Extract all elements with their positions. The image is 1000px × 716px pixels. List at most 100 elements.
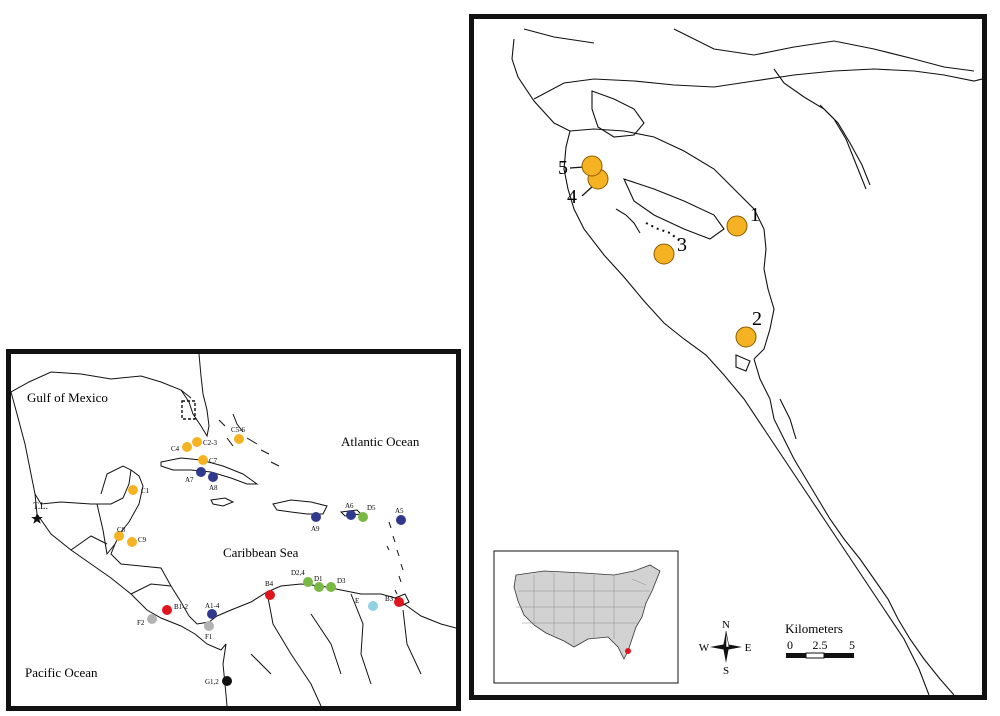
bay-island-north	[591, 90, 645, 138]
site-label-b4: B4	[265, 580, 274, 588]
site-label-a8: A8	[209, 484, 218, 492]
scale-tick-0: 0	[787, 638, 793, 652]
detail-map-panel: 1 2 3 4 5 N S E W Kilometers 0 2.5 5	[469, 14, 987, 700]
detail-site-marker-5	[581, 155, 603, 177]
site-label-d3: D3	[337, 577, 346, 585]
scale-title: Kilometers	[785, 621, 843, 636]
site-label-c1: C1	[141, 487, 150, 495]
site-label-c9: C9	[138, 536, 147, 544]
florida-coast	[180, 354, 210, 438]
south-islet	[735, 354, 751, 372]
detail-site-label-1: 1	[750, 204, 760, 226]
site-marker-b4	[265, 590, 275, 600]
south-america-north-coast	[216, 583, 456, 629]
detail-map: 1 2 3 4 5 N S E W Kilometers 0 2.5 5	[493, 28, 982, 695]
lesser-antilles	[386, 521, 404, 595]
intracoastal-channel	[779, 398, 797, 440]
detail-site-label-2: 2	[752, 308, 762, 330]
site-label-c2-3: C2-3	[203, 439, 218, 447]
southern-mainland-shore	[753, 358, 955, 695]
regional-map: Gulf of Mexico Atlantic Ocean Caribbean …	[11, 354, 456, 706]
detail-coastlines	[511, 28, 982, 695]
site-label-b3: B3	[385, 595, 394, 603]
compass-n: N	[722, 619, 730, 631]
site-marker-a1-4	[207, 609, 217, 619]
site-marker-c4	[182, 442, 192, 452]
compass-w: W	[699, 642, 710, 654]
northern-mainland-shore	[533, 68, 982, 100]
site-marker-f1	[204, 621, 214, 631]
site-label-d1: D1	[314, 575, 323, 583]
tl-label: T.L.	[33, 501, 48, 511]
site-label-c5-6: C5-6	[231, 426, 246, 434]
tl-star-icon	[31, 513, 43, 524]
regional-map-panel: Gulf of Mexico Atlantic Ocean Caribbean …	[6, 349, 461, 711]
mexico-gulf-coast	[11, 391, 132, 505]
site-marker-b3	[394, 597, 404, 607]
regional-coastlines	[11, 354, 456, 706]
detail-site-label-3: 3	[677, 234, 687, 256]
site-marker-c2-3	[192, 437, 202, 447]
site-label-d5: D5	[367, 504, 376, 512]
site-label-b1-2: B1-2	[174, 603, 189, 611]
us-gulf-coast	[11, 371, 192, 399]
site-label-e: E	[355, 597, 359, 605]
site-label-a5: A5	[395, 507, 404, 515]
hispaniola-island	[272, 499, 328, 515]
site-marker-a9	[311, 512, 321, 522]
site-label-a6: A6	[345, 502, 354, 510]
bay-channel	[615, 208, 641, 234]
site-label-a7: A7	[185, 476, 194, 484]
site-marker-e	[368, 601, 378, 611]
site-marker-c1	[128, 485, 138, 495]
detail-site-marker-3	[653, 243, 675, 265]
site-marker-a5	[396, 515, 406, 525]
central-america-pacific-coast	[34, 493, 227, 651]
study-area-box	[181, 400, 196, 420]
site-label-c4: C4	[171, 445, 180, 453]
detail-site-marker-1	[726, 215, 748, 237]
atlantic-label: Atlantic Ocean	[341, 434, 420, 449]
site-label-a1-4: A1-4	[205, 602, 220, 610]
scale-tick-2-5: 2.5	[813, 638, 828, 652]
detail-site-label-4: 4	[567, 186, 577, 208]
bay-east-shore	[569, 128, 775, 360]
site-marker-c9	[127, 537, 137, 547]
pacific-label: Pacific Ocean	[25, 665, 98, 680]
site-marker-a7	[196, 467, 206, 477]
river-north	[773, 68, 871, 186]
bay-inner-shore	[622, 178, 725, 240]
compass-s: S	[723, 665, 729, 677]
site-marker-d5	[358, 512, 368, 522]
site-marker-a6	[346, 510, 356, 520]
regional-sites: C4 C2-3 C5-6 C7 C1 C8 C9 A7 A8 A9 A6 A5 A1-4 D5 D2,4 D1…	[114, 426, 406, 686]
compass-e: E	[745, 642, 752, 654]
site-label-c8: C8	[117, 526, 126, 534]
site-label-f2: F2	[137, 619, 145, 627]
site-marker-d3	[326, 582, 336, 592]
caribbean-label: Caribbean Sea	[223, 545, 299, 560]
scale-bar: Kilometers 0 2.5 5	[785, 621, 855, 659]
usa-shape	[513, 564, 661, 660]
site-label-a9: A9	[311, 525, 320, 533]
site-marker-f2	[147, 614, 157, 624]
site-marker-d1	[314, 582, 324, 592]
dotted-channel-line	[645, 222, 681, 242]
site-label-d2-4: D2,4	[291, 569, 305, 577]
site-marker-g1-2	[222, 676, 232, 686]
detail-site-label-5: 5	[558, 157, 568, 179]
river-north-bank	[819, 104, 867, 190]
detail-sites: 1 2 3 4 5	[558, 155, 762, 348]
scale-tick-5: 5	[849, 638, 855, 652]
site-label-f1: F1	[205, 633, 213, 641]
detail-site-marker-2	[735, 326, 757, 348]
south-america-west-coast	[222, 643, 228, 706]
site-marker-d2-4	[303, 577, 313, 587]
inset-location-marker	[625, 648, 631, 654]
usa-state-lines	[516, 573, 650, 645]
site-marker-b1-2	[162, 605, 172, 615]
inset-us-map	[513, 564, 661, 660]
central-america-caribbean-coast	[110, 469, 218, 625]
site-label-c7: C7	[209, 457, 218, 465]
site-marker-c8	[114, 531, 124, 541]
